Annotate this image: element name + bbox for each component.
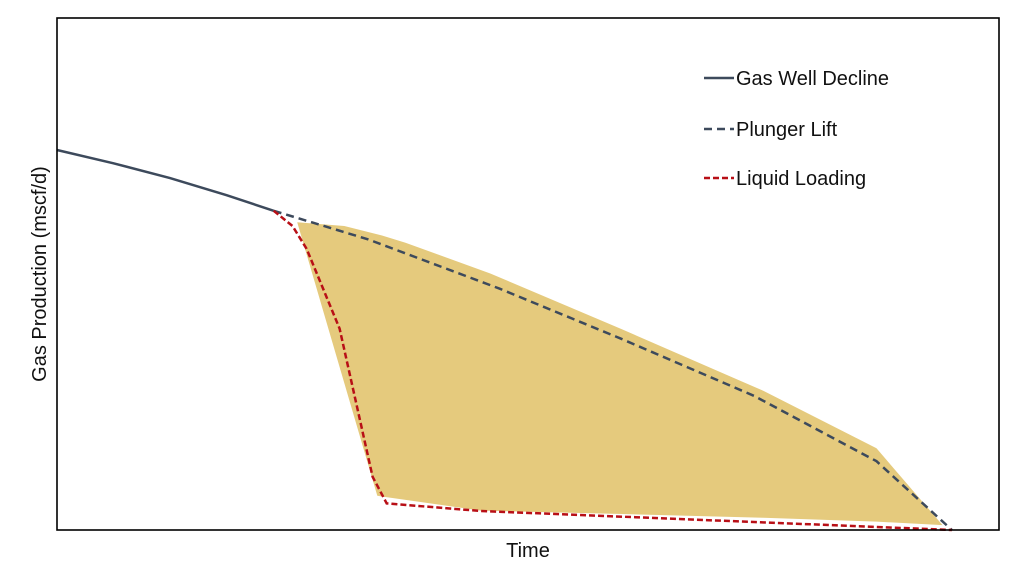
plot-area <box>56 148 953 532</box>
x-axis-label: Time <box>506 540 550 562</box>
legend-label-gas-well-decline: Gas Well Decline <box>736 68 889 90</box>
series-line-liquid-loading <box>272 209 952 532</box>
plot-frame <box>56 17 1000 531</box>
legend-label-plunger-lift: Plunger Lift <box>736 119 838 141</box>
y-axis-label: Gas Production (mscf/d) <box>29 166 51 382</box>
series-line-plunger-lift <box>273 209 953 531</box>
series-line-gas-well-decline <box>56 148 275 212</box>
shaded-area <box>297 222 943 526</box>
legend-label-liquid-loading: Liquid Loading <box>736 168 866 190</box>
legend: Gas Well Decline Plunger Lift Liquid Loa… <box>704 68 889 190</box>
